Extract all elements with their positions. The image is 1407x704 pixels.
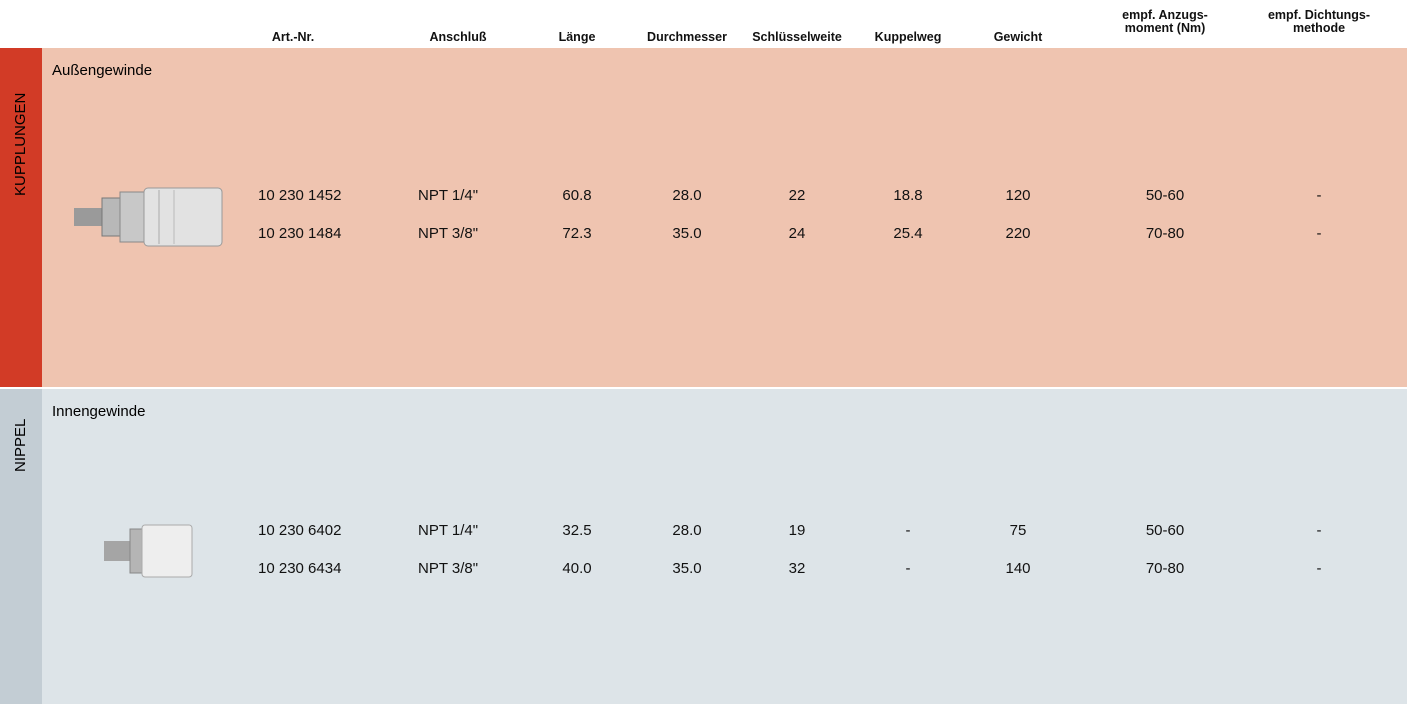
cell: 25.4 (893, 225, 922, 242)
cell: 40.0 (562, 560, 591, 577)
cell: NPT 1/4" (418, 187, 478, 204)
column-header: Schlüsselweite (752, 31, 842, 44)
nipple-image (104, 521, 194, 581)
column-header: Durchmesser (647, 31, 727, 44)
cell: 10 230 1452 (258, 187, 341, 204)
cell: 60.8 (562, 187, 591, 204)
cell: 19 (789, 522, 806, 539)
cell: - (906, 560, 911, 577)
cell: NPT 3/8" (418, 225, 478, 242)
cell: 220 (1005, 225, 1030, 242)
cell: 10 230 6434 (258, 560, 341, 577)
column-header: Länge (559, 31, 596, 44)
cell: 10 230 6402 (258, 522, 341, 539)
cell: 32.5 (562, 522, 591, 539)
cell: 50-60 (1146, 187, 1184, 204)
cell: NPT 1/4" (418, 522, 478, 539)
column-header: Art.-Nr. (272, 31, 314, 44)
cell: 22 (789, 187, 806, 204)
cell: 35.0 (672, 225, 701, 242)
coupling-image (74, 180, 226, 252)
cell: - (1317, 560, 1322, 577)
cell: 24 (789, 225, 806, 242)
column-header: methode (1293, 22, 1345, 35)
section: KUPPLUNGEN Außengewinde 10 230 1452 NPT 1/4… (0, 48, 1407, 387)
page: KUPPLUNGEN Außengewinde 10 230 1452 NPT 1/4… (0, 0, 1407, 704)
cell: - (1317, 522, 1322, 539)
section: NIPPEL Innengewinde 10 230 6402 NPT 1/4" 32.… (0, 389, 1407, 704)
cell: - (1317, 187, 1322, 204)
section-label: NIPPEL (12, 419, 29, 472)
cell: - (1317, 225, 1322, 242)
column-header: moment (Nm) (1125, 22, 1206, 35)
cell: 10 230 1484 (258, 225, 341, 242)
cell: 18.8 (893, 187, 922, 204)
cell: 28.0 (672, 187, 701, 204)
section-title: Außengewinde (52, 62, 152, 79)
section-title: Innengewinde (52, 403, 145, 420)
cell: 70-80 (1146, 225, 1184, 242)
cell: 75 (1010, 522, 1027, 539)
cell: 50-60 (1146, 522, 1184, 539)
column-header: Gewicht (994, 31, 1043, 44)
cell: 28.0 (672, 522, 701, 539)
cell: 140 (1005, 560, 1030, 577)
cell: 72.3 (562, 225, 591, 242)
cell: 32 (789, 560, 806, 577)
cell: 35.0 (672, 560, 701, 577)
section-label: KUPPLUNGEN (12, 93, 29, 196)
cell: NPT 3/8" (418, 560, 478, 577)
cell: 70-80 (1146, 560, 1184, 577)
cell: - (906, 522, 911, 539)
column-header: Kuppelweg (875, 31, 942, 44)
column-header: Anschluß (430, 31, 487, 44)
cell: 120 (1005, 187, 1030, 204)
